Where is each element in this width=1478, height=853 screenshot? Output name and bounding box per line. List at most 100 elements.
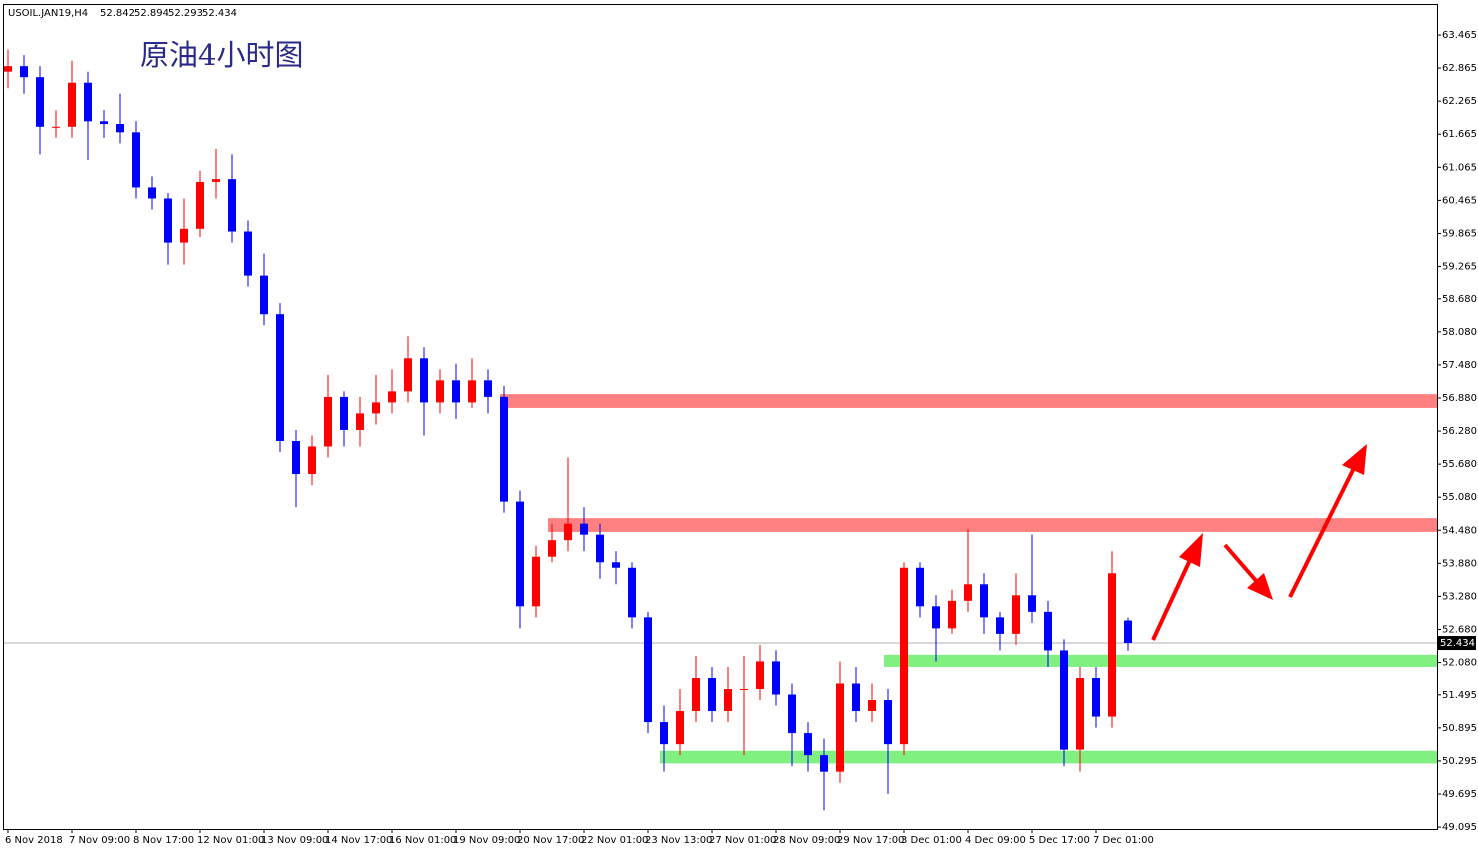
y-tick-label: 54.480	[1442, 525, 1477, 536]
y-tick-label: 53.880	[1442, 558, 1477, 569]
x-tick-label: 28 Nov 09:00	[773, 835, 840, 846]
candle-body	[964, 584, 972, 601]
y-tick-label: 61.665	[1442, 129, 1477, 140]
candle-body	[1124, 620, 1132, 644]
candle-body	[292, 440, 300, 475]
candle-body	[900, 567, 908, 745]
candle-body	[868, 700, 876, 712]
candle-body	[1076, 677, 1084, 750]
candle-body	[516, 501, 524, 607]
x-tick-label: 27 Nov 01:00	[709, 835, 776, 846]
last-price-box	[1438, 636, 1476, 651]
candle-body	[1044, 611, 1052, 651]
annotation-arrows	[1151, 444, 1367, 641]
candle-body	[1028, 595, 1036, 612]
y-tick-label: 58.680	[1442, 294, 1477, 305]
y-tick-label: 61.065	[1442, 162, 1477, 173]
candle-body	[772, 661, 780, 695]
candle-body	[4, 66, 12, 72]
x-tick-label: 14 Nov 17:00	[325, 835, 392, 846]
candle-body	[532, 556, 540, 607]
y-tick-label: 53.280	[1442, 591, 1477, 602]
candle-body	[564, 523, 572, 541]
y-tick-label: 55.080	[1442, 492, 1477, 503]
candle-body	[852, 683, 860, 712]
candle-body	[484, 380, 492, 397]
x-tick-label: 16 Nov 01:00	[389, 835, 456, 846]
candle-body	[100, 121, 108, 125]
last-close: 52.434	[202, 8, 237, 19]
candle-body	[916, 567, 924, 607]
candle-body	[756, 661, 764, 690]
candle-body	[740, 689, 748, 691]
candle-body	[84, 82, 92, 122]
candle-body	[500, 396, 508, 502]
y-tick-label: 59.865	[1442, 228, 1477, 239]
candle-body	[436, 380, 444, 403]
candle-body	[644, 617, 652, 723]
candle-body	[36, 77, 44, 127]
x-tick-label: 6 Nov 2018	[5, 835, 63, 846]
last-open: 52.842	[100, 8, 135, 19]
y-tick-label: 56.880	[1442, 393, 1477, 404]
candle-body	[932, 606, 940, 629]
candle-body	[676, 711, 684, 745]
x-tick-label: 19 Nov 09:00	[453, 835, 520, 846]
x-tick-label: 12 Nov 01:00	[197, 835, 264, 846]
candle-body	[948, 600, 956, 629]
y-tick-label: 63.465	[1442, 30, 1477, 41]
zone	[884, 654, 1437, 667]
candle-body	[404, 358, 412, 392]
y-tick-label: 57.480	[1442, 360, 1477, 371]
x-tick-label: 8 Nov 17:00	[133, 835, 194, 846]
chart-title: 原油4小时图	[140, 38, 303, 72]
candle-body	[724, 689, 732, 712]
y-tick-label: 51.495	[1442, 690, 1477, 701]
candle-body	[308, 446, 316, 475]
y-tick-label: 56.280	[1442, 426, 1477, 437]
candle-body	[164, 198, 172, 243]
arrow-head	[1247, 573, 1273, 600]
arrow	[1223, 543, 1260, 585]
candle-body	[340, 396, 348, 430]
candle-body	[452, 380, 460, 403]
candle-body	[980, 584, 988, 618]
candle-body	[804, 733, 812, 756]
candle-body	[1012, 595, 1020, 634]
candle-body	[468, 380, 476, 403]
candle-body	[548, 540, 556, 557]
y-tick-label: 49.695	[1442, 789, 1477, 800]
y-tick-label: 60.465	[1442, 195, 1477, 206]
x-tick-label: 23 Nov 13:00	[645, 835, 712, 846]
candle-body	[212, 179, 220, 182]
candle-body	[116, 124, 124, 133]
x-tick-label: 4 Dec 09:00	[965, 835, 1026, 846]
candle-body	[884, 700, 892, 745]
y-tick-label: 50.295	[1442, 756, 1477, 767]
candle-body	[660, 722, 668, 745]
x-tick-label: 29 Nov 17:00	[837, 835, 904, 846]
candle-body	[628, 567, 636, 618]
x-tick-label: 5 Dec 17:00	[1029, 835, 1090, 846]
candle-body	[276, 314, 284, 441]
candle-body	[596, 534, 604, 563]
y-tick-label: 55.680	[1442, 459, 1477, 470]
y-tick-label: 50.895	[1442, 723, 1477, 734]
x-tick-label: 3 Dec 01:00	[901, 835, 962, 846]
candle-body	[1108, 573, 1116, 717]
y-tick-label: 52.680	[1442, 624, 1477, 635]
last-price-label: 52.434	[1440, 638, 1475, 649]
candle-body	[820, 755, 828, 772]
candle-body	[420, 358, 428, 403]
candle-body	[612, 562, 620, 568]
last-low: 52.293	[168, 8, 203, 19]
zone	[548, 518, 1437, 532]
candle-body	[372, 402, 380, 414]
arrow	[1151, 559, 1192, 641]
candle-body	[324, 396, 332, 447]
candle-body	[196, 181, 204, 229]
plot-frame	[3, 4, 1438, 830]
